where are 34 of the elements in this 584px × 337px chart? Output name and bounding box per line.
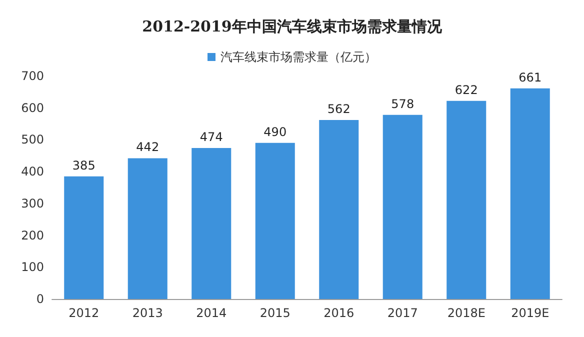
- data-label: 490: [264, 124, 287, 139]
- data-label: 578: [391, 96, 414, 111]
- bar: [192, 148, 232, 299]
- y-tick-label: 100: [21, 260, 44, 274]
- x-tick-label: 2015: [260, 306, 290, 320]
- x-tick-label: 2016: [324, 306, 354, 320]
- legend-label: 汽车线束市场需求量（亿元）: [220, 50, 376, 64]
- data-label: 442: [136, 140, 160, 154]
- x-tick-label: 2013: [132, 306, 163, 320]
- bar: [128, 158, 168, 299]
- chart-title: 2012-2019年中国汽车线束市场需求量情况: [142, 18, 443, 36]
- y-tick-label: 500: [21, 132, 44, 147]
- bar: [510, 88, 550, 299]
- x-tick-label: 2019E: [511, 306, 550, 320]
- y-tick-label: 300: [21, 196, 44, 210]
- data-label: 385: [72, 158, 96, 172]
- x-tick-label: 2018E: [447, 306, 486, 320]
- data-label: 622: [454, 82, 478, 97]
- data-label: 562: [327, 102, 350, 116]
- y-tick-label: 400: [21, 164, 44, 179]
- x-tick-label: 2017: [387, 306, 418, 320]
- y-tick-label: 700: [21, 69, 44, 83]
- data-label: 474: [200, 130, 223, 144]
- bar: [382, 114, 422, 299]
- data-label: 661: [518, 70, 542, 84]
- x-tick-label: 2014: [196, 306, 227, 320]
- bar: [446, 100, 486, 299]
- bar: [319, 120, 359, 299]
- y-tick-label: 200: [21, 228, 44, 242]
- bar: [64, 176, 104, 299]
- bar: [255, 142, 295, 299]
- x-tick-label: 2012: [68, 306, 100, 320]
- y-tick-label: 0: [36, 292, 44, 306]
- y-tick-label: 600: [21, 100, 44, 115]
